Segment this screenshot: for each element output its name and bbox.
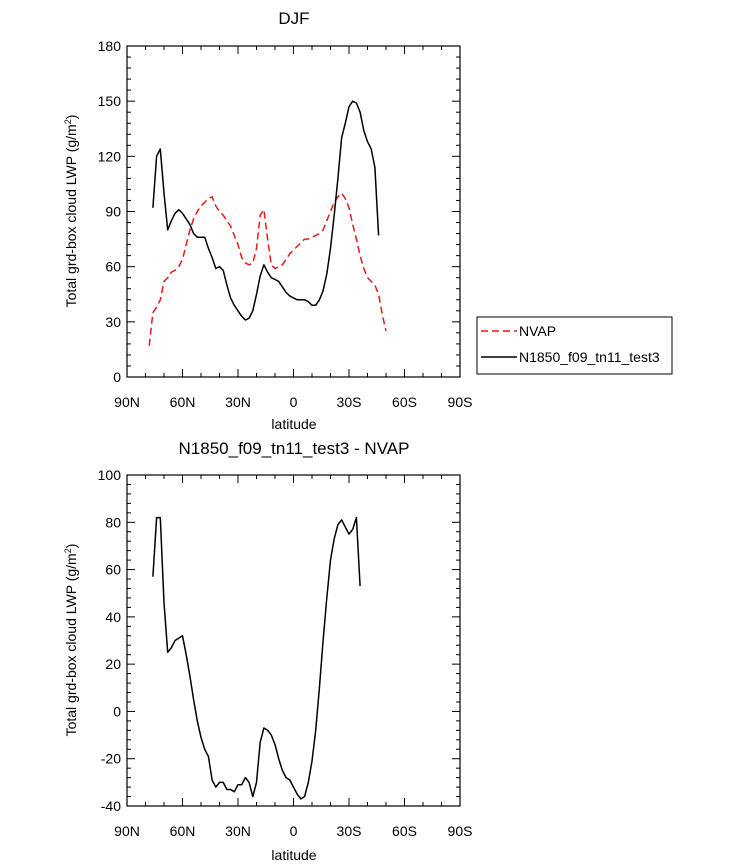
upper-x-tick-label: 30S xyxy=(337,394,362,410)
lower-chart-panel: N1850_f09_tn11_test3 - NVAP Total grd-bo… xyxy=(63,439,472,863)
lower-chart-title: N1850_f09_tn11_test3 - NVAP xyxy=(179,439,410,458)
lower-axis-ticks: -40 -20 0 20 40 60 80 100 90N 60N 30N 0 30S 60S 90S xyxy=(98,467,473,839)
lower-y-tick-label: 40 xyxy=(105,609,121,625)
svg-text:Total grd-box cloud LWP (g/m2): Total grd-box cloud LWP (g/m2) xyxy=(63,544,79,737)
lower-series-layer xyxy=(152,516,361,800)
lower-y-tick-label: 100 xyxy=(98,467,122,483)
upper-y-tick-label: 150 xyxy=(98,93,122,109)
upper-chart-title: DJF xyxy=(278,9,309,28)
lower-y-axis-label-text: Total grd-box cloud LWP (g/m xyxy=(63,553,79,736)
legend-label-nvap: NVAP xyxy=(519,323,556,339)
legend: NVAP N1850_f09_tn11_test3 xyxy=(476,316,673,375)
legend-label-model: N1850_f09_tn11_test3 xyxy=(519,349,660,365)
upper-y-tick-label: 90 xyxy=(105,204,121,220)
lower-x-tick-label: 90N xyxy=(114,823,140,839)
upper-series-layer xyxy=(148,100,387,346)
upper-x-tick-label: 0 xyxy=(290,394,298,410)
upper-x-tick-label: 60N xyxy=(170,394,196,410)
upper-series-line-n1850-f09-tn11-test3 xyxy=(152,100,380,321)
upper-x-tick-label: 90S xyxy=(448,394,473,410)
svg-text:Total grd-box cloud LWP (g/m2): Total grd-box cloud LWP (g/m2) xyxy=(63,115,79,308)
upper-y-axis-label-sup: 2 xyxy=(63,119,73,124)
lower-plot-frame xyxy=(126,474,461,807)
lower-y-axis-label-sup: 2 xyxy=(63,548,73,553)
lower-y-tick-label: 20 xyxy=(105,656,121,672)
lower-x-tick-label: 90S xyxy=(448,823,473,839)
lower-y-tick-label: -40 xyxy=(101,798,121,814)
lower-x-tick-label: 60S xyxy=(392,823,417,839)
upper-x-tick-label: 90N xyxy=(114,394,140,410)
upper-chart-panel: DJF Total grd-box cloud LWP (g/m2) latit… xyxy=(63,9,673,432)
lower-y-axis-label: Total grd-box cloud LWP (g/m2) xyxy=(63,544,79,737)
upper-y-tick-label: 30 xyxy=(105,314,121,330)
legend-box xyxy=(476,316,673,375)
upper-x-tick-label: 30N xyxy=(225,394,251,410)
lower-x-tick-label: 60N xyxy=(170,823,196,839)
lower-y-tick-label: -20 xyxy=(101,751,121,767)
lower-y-tick-label: 0 xyxy=(113,703,121,719)
upper-y-tick-label: 60 xyxy=(105,259,121,275)
upper-series-line-nvap xyxy=(148,192,387,346)
upper-y-axis-label-text: Total grd-box cloud LWP (g/m xyxy=(63,124,79,307)
upper-x-tick-label: 60S xyxy=(392,394,417,410)
lower-x-tick-label: 30N xyxy=(225,823,251,839)
lower-y-axis-label-end: ) xyxy=(63,544,79,549)
upper-x-axis-label: latitude xyxy=(271,416,316,432)
upper-y-tick-label: 120 xyxy=(98,148,122,164)
lower-x-tick-label: 0 xyxy=(290,823,298,839)
lower-y-tick-label: 60 xyxy=(105,562,121,578)
upper-y-tick-label: 0 xyxy=(113,369,121,385)
upper-y-tick-label: 180 xyxy=(98,38,122,54)
lower-x-tick-label: 30S xyxy=(337,823,362,839)
upper-y-axis-label-end: ) xyxy=(63,115,79,120)
upper-y-axis-label: Total grd-box cloud LWP (g/m2) xyxy=(63,115,79,308)
lower-y-tick-label: 80 xyxy=(105,514,121,530)
upper-axis-ticks: 0 30 60 90 120 150 180 90N 60N 30N 0 30S 60S 90S xyxy=(98,38,473,410)
lower-series-line-n1850-f09-tn11-test3-nvap xyxy=(152,516,361,800)
lower-x-axis-label: latitude xyxy=(271,847,316,863)
upper-plot-frame xyxy=(126,45,461,378)
